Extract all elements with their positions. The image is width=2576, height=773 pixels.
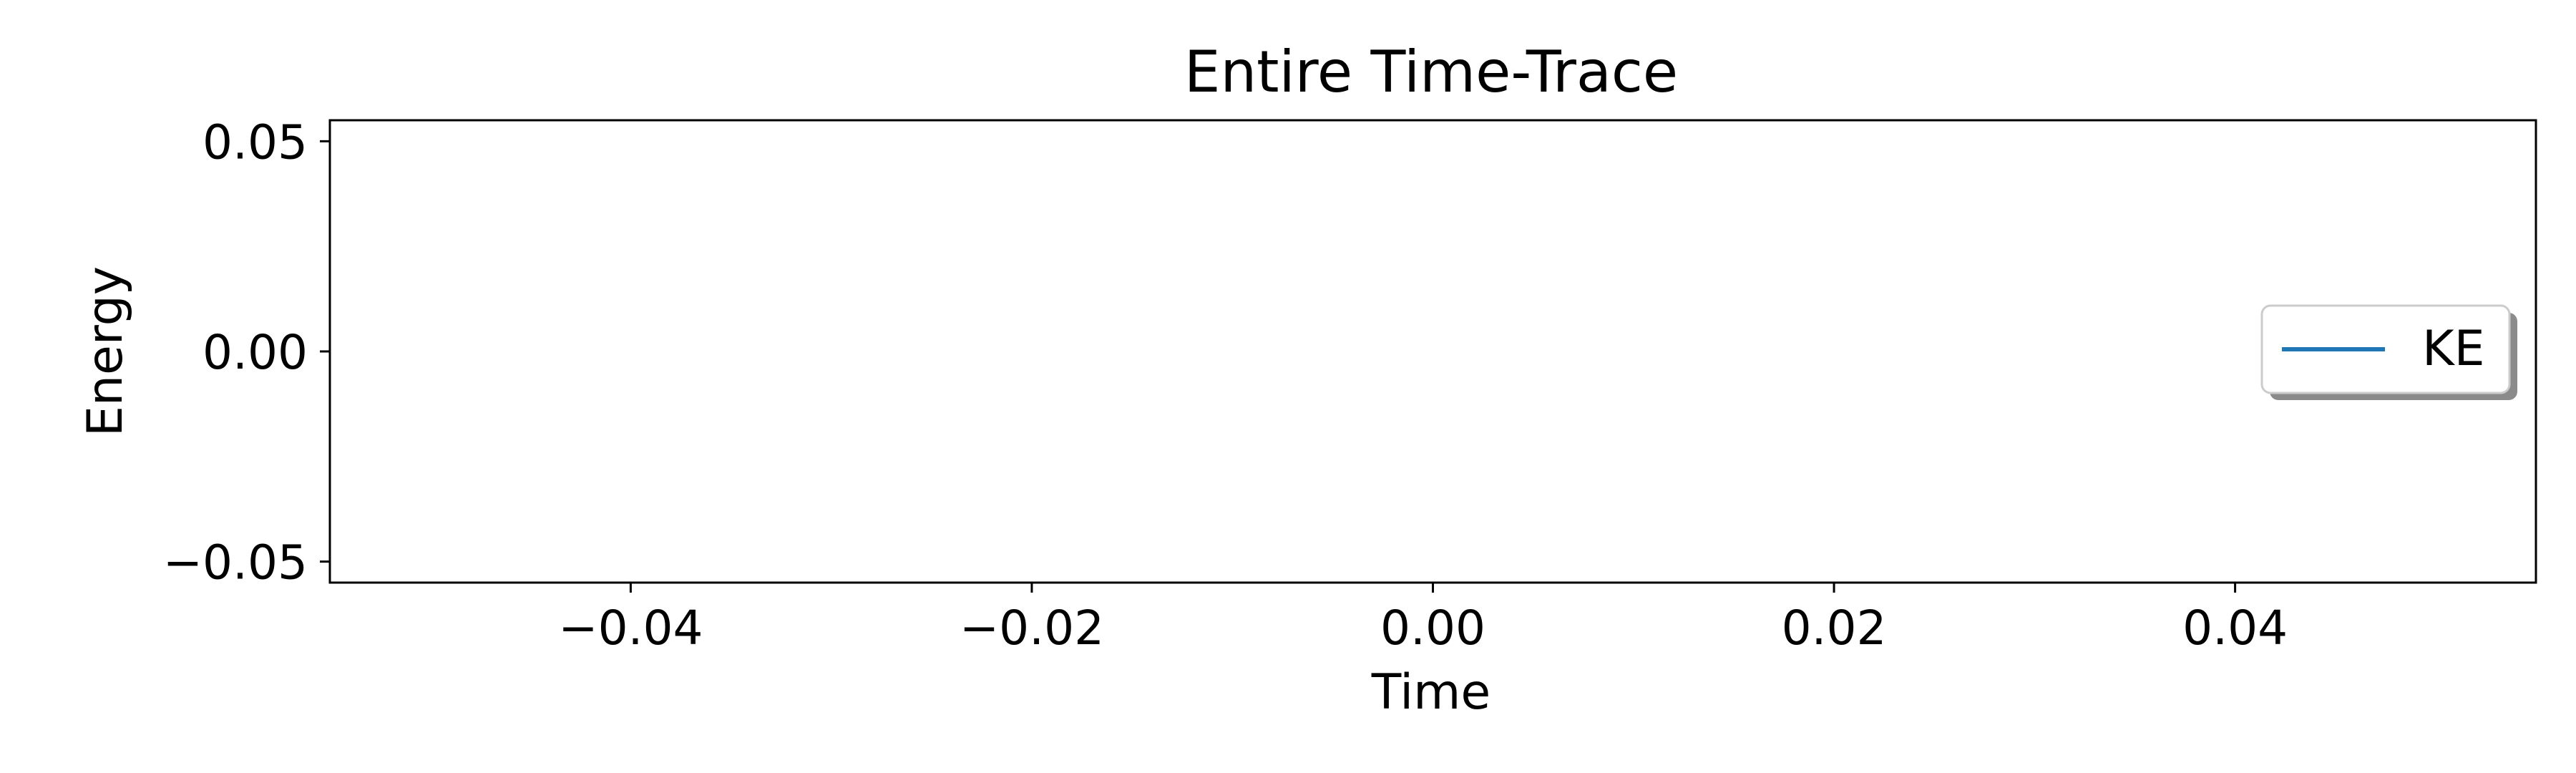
chart-title: Entire Time-Trace — [1184, 39, 1678, 105]
x-tick-label: 0.04 — [2182, 601, 2288, 656]
plot-frame — [328, 119, 2537, 584]
x-tick-label: −0.04 — [558, 601, 703, 656]
y-tick-label: −0.05 — [163, 535, 308, 590]
x-tick-label: 0.00 — [1380, 601, 1485, 656]
x-axis-label: Time — [1371, 664, 1491, 721]
plot-area — [330, 120, 2536, 583]
x-axis-ticks: −0.04 −0.02 0.00 0.02 0.04 — [558, 583, 2288, 656]
y-axis-ticks: −0.05 0.00 0.05 — [163, 115, 330, 590]
y-tick-label: 0.05 — [203, 115, 308, 170]
legend: KE — [2260, 304, 2517, 400]
legend-box — [2260, 304, 2511, 394]
x-tick-label: 0.02 — [1782, 601, 1887, 656]
x-tick-label: −0.02 — [960, 601, 1104, 656]
legend-label-ke: KE — [2422, 321, 2485, 377]
y-tick-label: 0.00 — [203, 325, 308, 380]
y-axis-label: Energy — [77, 266, 134, 437]
